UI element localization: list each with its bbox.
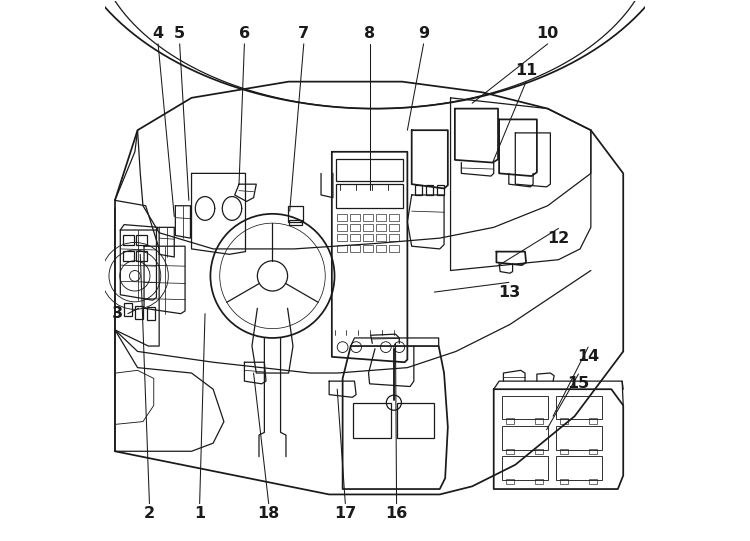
Text: 7: 7 bbox=[298, 25, 309, 41]
Bar bbox=[389, 214, 399, 221]
Bar bbox=[506, 479, 515, 484]
Text: 9: 9 bbox=[418, 25, 429, 41]
Bar bbox=[350, 245, 360, 252]
Bar bbox=[560, 448, 568, 454]
Bar bbox=[287, 206, 303, 222]
Text: 13: 13 bbox=[498, 285, 520, 300]
Bar bbox=[350, 224, 360, 231]
Bar bbox=[363, 234, 373, 241]
Text: 4: 4 bbox=[152, 25, 164, 41]
Bar bbox=[502, 426, 548, 450]
Bar bbox=[590, 479, 597, 484]
Text: 10: 10 bbox=[536, 25, 559, 41]
Bar bbox=[350, 214, 360, 221]
Bar bbox=[353, 403, 392, 438]
Bar bbox=[389, 234, 399, 241]
Bar bbox=[506, 418, 515, 424]
Text: 17: 17 bbox=[334, 506, 356, 521]
Bar bbox=[389, 245, 399, 252]
Bar bbox=[123, 235, 134, 245]
Text: 1: 1 bbox=[194, 506, 206, 521]
Bar bbox=[147, 307, 155, 320]
Bar bbox=[136, 235, 147, 245]
Bar bbox=[376, 234, 386, 241]
Bar bbox=[397, 403, 434, 438]
Bar bbox=[338, 245, 347, 252]
Bar bbox=[363, 224, 373, 231]
Bar bbox=[560, 418, 568, 424]
Text: 16: 16 bbox=[386, 506, 408, 521]
Bar bbox=[560, 479, 568, 484]
Bar bbox=[590, 448, 597, 454]
Bar bbox=[502, 395, 548, 419]
Bar bbox=[363, 214, 373, 221]
Bar bbox=[376, 214, 386, 221]
Bar bbox=[376, 245, 386, 252]
Text: 3: 3 bbox=[112, 306, 123, 321]
Bar bbox=[376, 224, 386, 231]
Text: 6: 6 bbox=[238, 25, 250, 41]
Bar bbox=[135, 306, 143, 319]
Bar bbox=[590, 418, 597, 424]
Bar bbox=[426, 185, 433, 195]
Bar bbox=[415, 185, 422, 195]
Bar bbox=[502, 456, 548, 480]
Text: 2: 2 bbox=[144, 506, 155, 521]
Bar bbox=[536, 479, 543, 484]
Bar bbox=[336, 159, 403, 181]
Text: 15: 15 bbox=[567, 377, 590, 391]
Text: 18: 18 bbox=[257, 506, 280, 521]
Bar bbox=[556, 456, 602, 480]
Bar bbox=[436, 185, 444, 195]
Bar bbox=[338, 234, 347, 241]
Bar bbox=[338, 214, 347, 221]
Bar bbox=[536, 418, 543, 424]
Bar bbox=[336, 184, 403, 208]
Bar bbox=[289, 220, 302, 225]
Bar bbox=[556, 426, 602, 450]
Text: 8: 8 bbox=[364, 25, 375, 41]
Bar bbox=[389, 224, 399, 231]
Bar bbox=[556, 395, 602, 419]
Text: 14: 14 bbox=[577, 349, 599, 364]
Bar bbox=[506, 448, 515, 454]
Bar bbox=[363, 245, 373, 252]
Bar bbox=[136, 251, 147, 261]
Text: 11: 11 bbox=[515, 63, 537, 78]
Bar bbox=[338, 224, 347, 231]
Bar bbox=[536, 448, 543, 454]
Bar bbox=[124, 303, 132, 316]
Bar bbox=[350, 234, 360, 241]
Text: 5: 5 bbox=[174, 25, 185, 41]
Text: 12: 12 bbox=[548, 230, 569, 246]
Bar bbox=[123, 251, 134, 261]
